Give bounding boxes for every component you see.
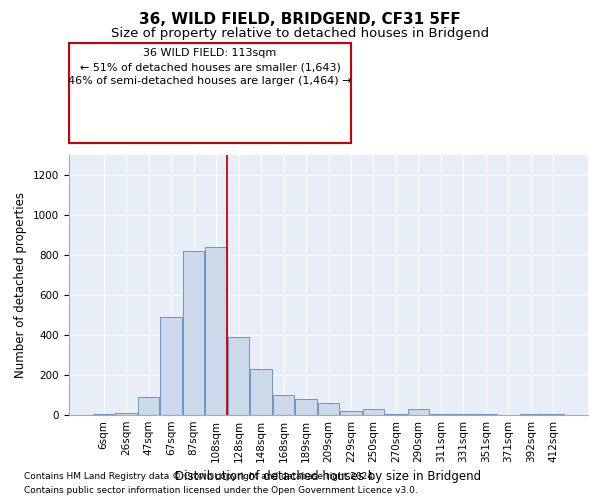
Bar [92,414,115,415]
Text: Contains public sector information licensed under the Open Government Licence v3: Contains public sector information licen… [24,486,418,495]
Bar [430,414,452,415]
Bar [542,414,565,415]
Bar [475,414,497,415]
Bar [272,395,295,415]
Bar [340,412,362,415]
Bar [362,409,385,415]
Y-axis label: Number of detached properties: Number of detached properties [14,192,28,378]
Bar [385,414,407,415]
Text: Contains HM Land Registry data © Crown copyright and database right 2024.: Contains HM Land Registry data © Crown c… [24,472,376,481]
Bar [115,413,137,415]
Bar [295,399,317,415]
Bar [182,251,205,415]
Text: 36 WILD FIELD: 113sqm: 36 WILD FIELD: 113sqm [143,48,277,58]
Bar [137,397,160,415]
Bar [520,414,542,415]
X-axis label: Distribution of detached houses by size in Bridgend: Distribution of detached houses by size … [175,470,482,484]
Text: 46% of semi-detached houses are larger (1,464) →: 46% of semi-detached houses are larger (… [68,76,352,86]
Bar [160,317,182,415]
Bar [317,403,340,415]
Bar [205,247,227,415]
Text: Size of property relative to detached houses in Bridgend: Size of property relative to detached ho… [111,28,489,40]
Bar [407,409,430,415]
Text: ← 51% of detached houses are smaller (1,643): ← 51% of detached houses are smaller (1,… [80,62,340,72]
Bar [452,414,475,415]
Bar [227,337,250,415]
Bar [250,369,272,415]
Text: 36, WILD FIELD, BRIDGEND, CF31 5FF: 36, WILD FIELD, BRIDGEND, CF31 5FF [139,12,461,28]
